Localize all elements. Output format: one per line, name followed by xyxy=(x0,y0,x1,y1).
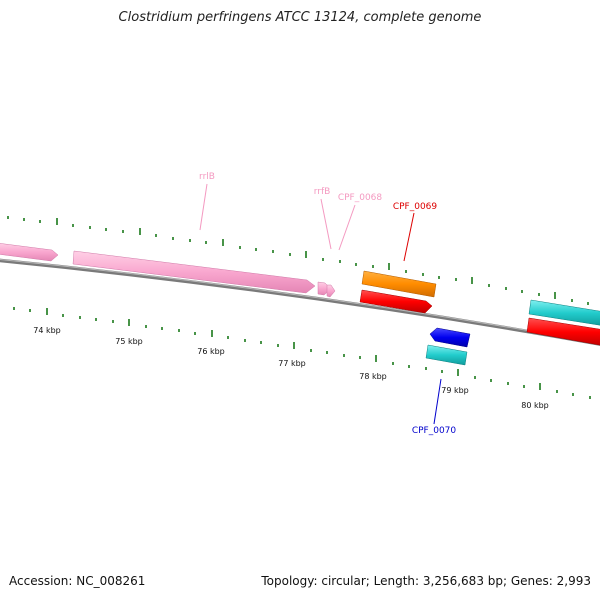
tick-label-77: 77 kbp xyxy=(278,359,306,368)
genome-backbone-highlight xyxy=(0,258,600,344)
CPF_0068-leader-line xyxy=(338,204,356,251)
tick-label-74: 74 kbp xyxy=(33,326,61,335)
tick-label-76: 76 kbp xyxy=(197,347,225,356)
cyan-feature-right[interactable] xyxy=(528,299,600,326)
genome-summary-text: Topology: circular; Length: 3,256,683 bp… xyxy=(261,574,591,588)
outer-tick-row xyxy=(7,216,589,305)
CPF_0069-leader-line xyxy=(403,212,415,262)
tick-label-79: 79 kbp xyxy=(441,386,469,395)
CPF_0069-feature[interactable] xyxy=(359,289,433,314)
CPF_0068-feature[interactable] xyxy=(326,284,336,298)
rrfB-leader-line xyxy=(320,198,332,250)
gene-label-CPF_0068[interactable]: CPF_0068 xyxy=(338,193,383,203)
rrlB-feature[interactable] xyxy=(72,250,316,294)
inner-tick-row xyxy=(13,307,591,399)
tick-label-80: 80 kbp xyxy=(521,401,549,410)
genome-backbone xyxy=(0,258,600,346)
tick-label-75: 75 kbp xyxy=(115,337,143,346)
tick-label-78: 78 kbp xyxy=(359,372,387,381)
map-title: Clostridium perfringens ATCC 13124, comp… xyxy=(118,10,482,25)
cyan-feature-bottom[interactable] xyxy=(425,344,468,366)
CPF_0070-leader-line xyxy=(433,378,442,425)
rRNA-feature-left[interactable] xyxy=(0,243,59,262)
CPF_0069-orange-feature[interactable] xyxy=(361,270,437,298)
accession-text: Accession: NC_008261 xyxy=(9,574,146,588)
gene-label-CPF_0069[interactable]: CPF_0069 xyxy=(393,202,438,212)
gene-label-rrfB[interactable]: rrfB xyxy=(314,187,331,197)
CPF_0070-feature[interactable] xyxy=(429,327,471,348)
red-feature-right[interactable] xyxy=(526,317,600,346)
kbp-labels: 74 kbp 75 kbp 76 kbp 77 kbp 78 kbp 79 kb… xyxy=(33,326,549,410)
gene-label-rrlB[interactable]: rrlB xyxy=(199,172,215,182)
rrlB-leader-line xyxy=(199,183,208,231)
gene-label-CPF_0070[interactable]: CPF_0070 xyxy=(412,426,457,436)
